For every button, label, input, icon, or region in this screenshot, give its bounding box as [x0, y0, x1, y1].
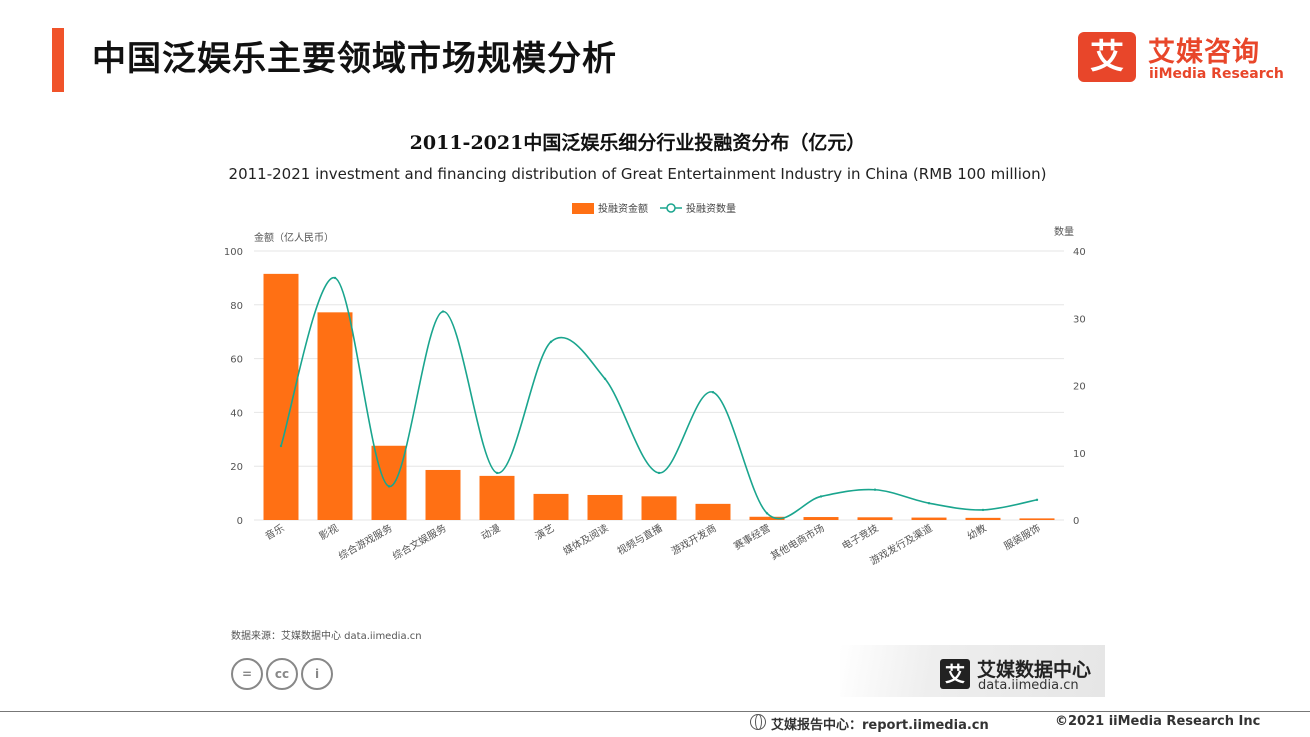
x-tick-label: 电子竞技: [839, 521, 880, 552]
chart-subtitle: 2011-2021 investment and financing distr…: [228, 165, 1047, 183]
bar: [1019, 518, 1055, 520]
bar: [803, 517, 839, 520]
footer-copyright: ©2021 iiMedia Research Inc: [1055, 714, 1261, 729]
legend-swatch-marker: [666, 203, 676, 213]
bar: [317, 312, 353, 520]
data-center-logo-icon: 艾: [940, 659, 970, 689]
brand-logo-icon: 艾: [1078, 32, 1136, 82]
x-tick-label: 媒体及阅读: [561, 521, 611, 557]
legend-label-line: 投融资数量: [686, 202, 736, 215]
line-point: [549, 340, 553, 343]
footer-divider: [0, 711, 1310, 712]
line-point: [387, 485, 391, 488]
line-point: [495, 471, 499, 475]
y2-axis-label: 数量: [1054, 225, 1074, 238]
x-tick-label: 服装服饰: [1001, 521, 1042, 552]
x-tick-label: 幼教: [965, 521, 989, 542]
x-tick-label: 其他电商市场: [768, 521, 826, 562]
x-tick-label: 动漫: [479, 522, 502, 542]
x-tick-label: 视频与直播: [615, 521, 665, 557]
title-accent-bar: [52, 28, 64, 92]
x-tick-label: 赛事经营: [731, 521, 772, 552]
y-tick-label: 20: [230, 462, 243, 473]
x-tick-label: 游戏开发商: [669, 521, 719, 557]
y-axis-label: 金额（亿人民币）: [254, 231, 334, 244]
y-tick-label: 100: [224, 247, 243, 258]
line-point: [603, 377, 607, 380]
footer-report-link[interactable]: 艾媒报告中心：report.iimedia.cn: [771, 718, 989, 733]
chart-title: 2011-2021中国泛娱乐细分行业投融资分布（亿元）: [409, 132, 866, 154]
x-tick-label: 演艺: [533, 521, 557, 542]
y2-tick-label: 0: [1073, 516, 1079, 527]
y-tick-label: 60: [230, 355, 243, 366]
line-series: [280, 277, 1038, 520]
y2-tick-label: 20: [1073, 382, 1086, 393]
line-point: [333, 276, 337, 280]
bar: [587, 494, 623, 520]
y-tick-label: 0: [237, 516, 243, 527]
line-point: [873, 488, 877, 491]
data-center-name: 艾媒数据中心: [977, 659, 1092, 681]
line-point: [657, 471, 661, 475]
y2-tick-label: 30: [1073, 314, 1086, 325]
data-center-url[interactable]: data.iimedia.cn: [978, 678, 1079, 693]
brand-logo-block: 艾 艾媒咨询 iiMedia Research: [1078, 30, 1288, 90]
bar: [479, 475, 515, 520]
line-point: [765, 512, 769, 515]
line-point: [1035, 498, 1039, 502]
bar: [965, 517, 1001, 520]
cc-icon: cc: [266, 658, 298, 690]
combo-chart: 0 20 40 60 80 100 0 10 20 30 40 金额（亿人民币） 数量 投融资金额 投融资数…: [224, 202, 1086, 568]
legend-label-bar: 投融资金额: [598, 202, 648, 215]
page-title: 中国泛娱乐主要领域市场规模分析: [92, 39, 617, 79]
bar: [695, 503, 731, 520]
bar: [911, 517, 947, 520]
line-point: [441, 310, 445, 313]
bar: [641, 496, 677, 520]
cc-nd-icon: =: [231, 658, 263, 690]
y2-tick-label: 40: [1073, 247, 1086, 258]
bar: [749, 516, 785, 520]
line-point: [981, 508, 985, 512]
bar: [533, 493, 569, 520]
brand-name-en: iiMedia Research: [1149, 66, 1284, 82]
y-tick-label: 80: [230, 301, 243, 312]
bar: [857, 517, 893, 520]
x-tick-label: 综合游戏服务: [336, 521, 394, 562]
x-tick-label: 音乐: [263, 521, 287, 542]
legend-swatch-bar: [572, 203, 594, 214]
cc-by-icon: i: [301, 658, 333, 690]
data-center-banner: 艾 艾媒数据中心 data.iimedia.cn: [840, 645, 1105, 697]
line-point: [819, 495, 823, 498]
line-point: [711, 391, 715, 394]
data-source: 数据来源：艾媒数据中心 data.iimedia.cn: [231, 631, 422, 642]
bar: [425, 469, 461, 520]
brand-name-cn: 艾媒咨询: [1148, 37, 1260, 68]
globe-icon: [750, 714, 766, 730]
x-tick-label: 影视: [317, 521, 341, 542]
y-tick-label: 40: [230, 408, 243, 419]
y2-tick-label: 10: [1073, 449, 1086, 460]
line-point: [279, 444, 283, 448]
line-point: [927, 501, 931, 505]
x-tick-label: 综合文娱服务: [390, 521, 448, 562]
